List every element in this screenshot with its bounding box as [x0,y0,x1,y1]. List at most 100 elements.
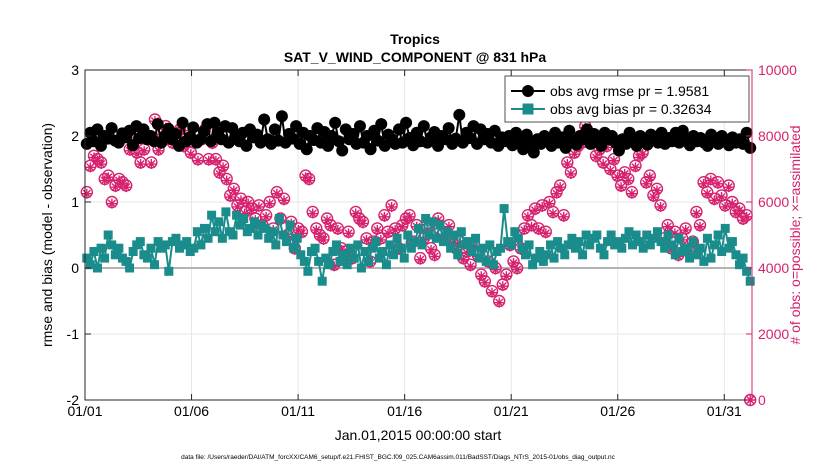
data-point [300,143,313,156]
data-point [296,250,306,260]
data-point [203,233,213,243]
y-tick-label: -1 [67,326,80,342]
data-point [400,116,413,129]
data-point [282,237,292,247]
data-point [321,253,331,263]
data-point [289,243,299,253]
data-point [328,247,338,256]
data-point [139,145,150,156]
data-point [617,243,627,253]
data-point [225,192,236,203]
data-point [322,139,335,152]
y2-tick-label: 8000 [758,128,789,144]
data-point [578,250,588,260]
data-point [467,247,477,256]
data-point [497,281,508,292]
data-point [655,201,666,212]
data-point [221,175,232,186]
data-point [332,225,343,236]
data-point [169,128,182,141]
data-point [438,237,448,247]
data-point [171,233,181,243]
data-point [274,214,284,223]
y2-tick-label: 4000 [758,260,789,276]
data-point [479,277,490,288]
data-point [96,243,106,253]
data-point [688,237,698,247]
data-point [110,250,120,260]
data-point [433,215,444,226]
data-point [176,116,189,129]
data-point [385,240,395,250]
data-point [724,243,734,253]
data-point [210,227,220,237]
data-point [232,210,242,220]
data-point [471,233,481,243]
data-point [553,237,563,247]
data-point [612,172,623,183]
data-point [239,208,250,219]
legend-box [504,75,750,123]
data-point [674,233,684,243]
data-point [307,208,318,219]
data-point [235,195,246,206]
data-point [81,188,92,199]
data-point [364,143,377,156]
data-point [555,182,566,193]
data-point [637,149,648,160]
data-point [417,240,427,250]
data-point [404,211,415,222]
data-point [292,233,302,243]
data-point [310,243,320,253]
data-point [126,139,139,152]
data-point [684,248,695,259]
data-point [343,228,354,239]
data-point [710,240,720,250]
data-point [271,188,282,199]
data-point [744,141,757,154]
data-point [648,192,659,203]
data-point [396,243,406,253]
data-point [449,230,459,240]
series-square [82,204,755,286]
data-point [339,250,349,260]
data-point [164,266,174,276]
x-tick-label: 01/06 [174,403,209,419]
data-point [494,297,505,308]
data-point [386,201,397,212]
data-point [279,195,290,206]
data-point [268,123,281,136]
data-point [232,201,243,212]
x-tick-label: 01/31 [707,403,742,419]
data-point [544,198,555,209]
data-point [356,263,366,273]
data-point [100,253,110,263]
data-point [669,228,680,239]
data-point [431,233,441,243]
legend-bias-marker [522,103,534,115]
data-point [605,165,616,176]
data-point [329,261,340,272]
data-point [570,243,580,253]
data-point [428,217,438,227]
data-point [702,188,713,199]
data-point [443,221,454,232]
data-point [187,121,200,134]
x-tick-label: 01/26 [600,403,635,419]
data-point [371,237,381,247]
data-point [124,145,135,156]
data-point [638,243,648,253]
data-point [699,256,709,266]
data-point [214,217,224,227]
data-point [474,253,484,263]
data-point [208,116,221,129]
data-point [329,116,342,129]
data-point [742,266,752,276]
data-point [364,256,374,266]
data-point [685,253,695,263]
data-point [304,175,315,186]
data-point [125,263,135,273]
data-point [644,172,655,183]
data-point [723,182,734,193]
data-point [651,185,662,196]
